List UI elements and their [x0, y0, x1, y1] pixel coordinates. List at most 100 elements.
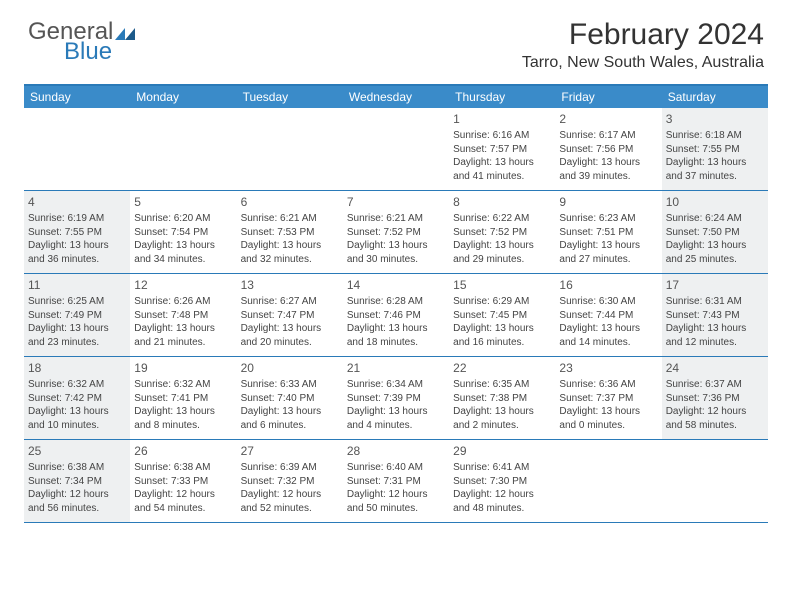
- weekday-header: Saturday: [662, 86, 768, 108]
- month-title: February 2024: [522, 18, 764, 52]
- sunset-text: Sunset: 7:33 PM: [134, 475, 232, 489]
- sunrise-text: Sunrise: 6:26 AM: [134, 295, 232, 309]
- sunset-text: Sunset: 7:43 PM: [666, 309, 764, 323]
- daylight-text: and 18 minutes.: [347, 336, 445, 350]
- day-number: 20: [241, 360, 339, 376]
- sunset-text: Sunset: 7:36 PM: [666, 392, 764, 406]
- sunset-text: Sunset: 7:37 PM: [559, 392, 657, 406]
- sunrise-text: Sunrise: 6:34 AM: [347, 378, 445, 392]
- daylight-text: Daylight: 13 hours: [453, 322, 551, 336]
- day-number: 28: [347, 443, 445, 459]
- sunrise-text: Sunrise: 6:24 AM: [666, 212, 764, 226]
- week-row: 25Sunrise: 6:38 AMSunset: 7:34 PMDayligh…: [24, 440, 768, 523]
- daylight-text: Daylight: 13 hours: [666, 239, 764, 253]
- sunset-text: Sunset: 7:39 PM: [347, 392, 445, 406]
- weeks-container: 1Sunrise: 6:16 AMSunset: 7:57 PMDaylight…: [24, 108, 768, 523]
- sunset-text: Sunset: 7:49 PM: [28, 309, 126, 323]
- daylight-text: Daylight: 13 hours: [559, 156, 657, 170]
- day-cell: 3Sunrise: 6:18 AMSunset: 7:55 PMDaylight…: [662, 108, 768, 190]
- day-cell: 5Sunrise: 6:20 AMSunset: 7:54 PMDaylight…: [130, 191, 236, 273]
- sunrise-text: Sunrise: 6:21 AM: [241, 212, 339, 226]
- sunset-text: Sunset: 7:40 PM: [241, 392, 339, 406]
- sunset-text: Sunset: 7:45 PM: [453, 309, 551, 323]
- sunset-text: Sunset: 7:31 PM: [347, 475, 445, 489]
- daylight-text: and 16 minutes.: [453, 336, 551, 350]
- sunrise-text: Sunrise: 6:38 AM: [28, 461, 126, 475]
- daylight-text: Daylight: 13 hours: [134, 239, 232, 253]
- daylight-text: and 14 minutes.: [559, 336, 657, 350]
- daylight-text: Daylight: 13 hours: [453, 239, 551, 253]
- daylight-text: and 37 minutes.: [666, 170, 764, 184]
- daylight-text: Daylight: 13 hours: [559, 239, 657, 253]
- daylight-text: and 34 minutes.: [134, 253, 232, 267]
- day-number: 29: [453, 443, 551, 459]
- sunset-text: Sunset: 7:50 PM: [666, 226, 764, 240]
- sunrise-text: Sunrise: 6:31 AM: [666, 295, 764, 309]
- daylight-text: and 23 minutes.: [28, 336, 126, 350]
- sunrise-text: Sunrise: 6:28 AM: [347, 295, 445, 309]
- page-header: GeneralBlue February 2024 Tarro, New Sou…: [0, 0, 792, 76]
- sunrise-text: Sunrise: 6:29 AM: [453, 295, 551, 309]
- sunrise-text: Sunrise: 6:25 AM: [28, 295, 126, 309]
- day-cell: 9Sunrise: 6:23 AMSunset: 7:51 PMDaylight…: [555, 191, 661, 273]
- day-number: 25: [28, 443, 126, 459]
- daylight-text: Daylight: 13 hours: [28, 322, 126, 336]
- sunset-text: Sunset: 7:48 PM: [134, 309, 232, 323]
- sunrise-text: Sunrise: 6:23 AM: [559, 212, 657, 226]
- daylight-text: Daylight: 12 hours: [347, 488, 445, 502]
- day-number: 17: [666, 277, 764, 293]
- day-cell: 15Sunrise: 6:29 AMSunset: 7:45 PMDayligh…: [449, 274, 555, 356]
- sunset-text: Sunset: 7:53 PM: [241, 226, 339, 240]
- daylight-text: and 54 minutes.: [134, 502, 232, 516]
- empty-cell: [662, 440, 768, 522]
- weekday-header: Tuesday: [237, 86, 343, 108]
- sunrise-text: Sunrise: 6:37 AM: [666, 378, 764, 392]
- daylight-text: Daylight: 13 hours: [241, 405, 339, 419]
- daylight-text: and 41 minutes.: [453, 170, 551, 184]
- day-number: 4: [28, 194, 126, 210]
- day-cell: 29Sunrise: 6:41 AMSunset: 7:30 PMDayligh…: [449, 440, 555, 522]
- title-block: February 2024 Tarro, New South Wales, Au…: [522, 18, 764, 72]
- daylight-text: Daylight: 12 hours: [241, 488, 339, 502]
- day-cell: 25Sunrise: 6:38 AMSunset: 7:34 PMDayligh…: [24, 440, 130, 522]
- day-cell: 22Sunrise: 6:35 AMSunset: 7:38 PMDayligh…: [449, 357, 555, 439]
- day-number: 21: [347, 360, 445, 376]
- sunrise-text: Sunrise: 6:19 AM: [28, 212, 126, 226]
- day-number: 14: [347, 277, 445, 293]
- daylight-text: and 32 minutes.: [241, 253, 339, 267]
- day-number: 3: [666, 111, 764, 127]
- daylight-text: and 30 minutes.: [347, 253, 445, 267]
- weekday-row: SundayMondayTuesdayWednesdayThursdayFrid…: [24, 86, 768, 108]
- day-number: 18: [28, 360, 126, 376]
- day-cell: 10Sunrise: 6:24 AMSunset: 7:50 PMDayligh…: [662, 191, 768, 273]
- daylight-text: and 36 minutes.: [28, 253, 126, 267]
- daylight-text: and 20 minutes.: [241, 336, 339, 350]
- day-number: 16: [559, 277, 657, 293]
- daylight-text: and 0 minutes.: [559, 419, 657, 433]
- day-number: 26: [134, 443, 232, 459]
- daylight-text: Daylight: 12 hours: [453, 488, 551, 502]
- day-cell: 19Sunrise: 6:32 AMSunset: 7:41 PMDayligh…: [130, 357, 236, 439]
- empty-cell: [343, 108, 449, 190]
- day-number: 23: [559, 360, 657, 376]
- logo: GeneralBlue: [28, 18, 137, 66]
- day-cell: 28 Sunrise: 6:40 AMSunset: 7:31 PMDayligh…: [343, 440, 449, 522]
- sunrise-text: Sunrise: 6:40 AM: [347, 461, 445, 475]
- week-row: 1Sunrise: 6:16 AMSunset: 7:57 PMDaylight…: [24, 108, 768, 191]
- sunrise-text: Sunrise: 6:32 AM: [134, 378, 232, 392]
- day-number: 22: [453, 360, 551, 376]
- weekday-header: Sunday: [24, 86, 130, 108]
- day-cell: 26Sunrise: 6:38 AMSunset: 7:33 PMDayligh…: [130, 440, 236, 522]
- sunset-text: Sunset: 7:46 PM: [347, 309, 445, 323]
- day-number: 24: [666, 360, 764, 376]
- location: Tarro, New South Wales, Australia: [522, 54, 764, 72]
- sunset-text: Sunset: 7:42 PM: [28, 392, 126, 406]
- daylight-text: and 39 minutes.: [559, 170, 657, 184]
- day-cell: 13Sunrise: 6:27 AMSunset: 7:47 PMDayligh…: [237, 274, 343, 356]
- sunset-text: Sunset: 7:47 PM: [241, 309, 339, 323]
- daylight-text: and 21 minutes.: [134, 336, 232, 350]
- sunrise-text: Sunrise: 6:35 AM: [453, 378, 551, 392]
- day-cell: 16Sunrise: 6:30 AMSunset: 7:44 PMDayligh…: [555, 274, 661, 356]
- sunrise-text: Sunrise: 6:21 AM: [347, 212, 445, 226]
- daylight-text: Daylight: 13 hours: [347, 322, 445, 336]
